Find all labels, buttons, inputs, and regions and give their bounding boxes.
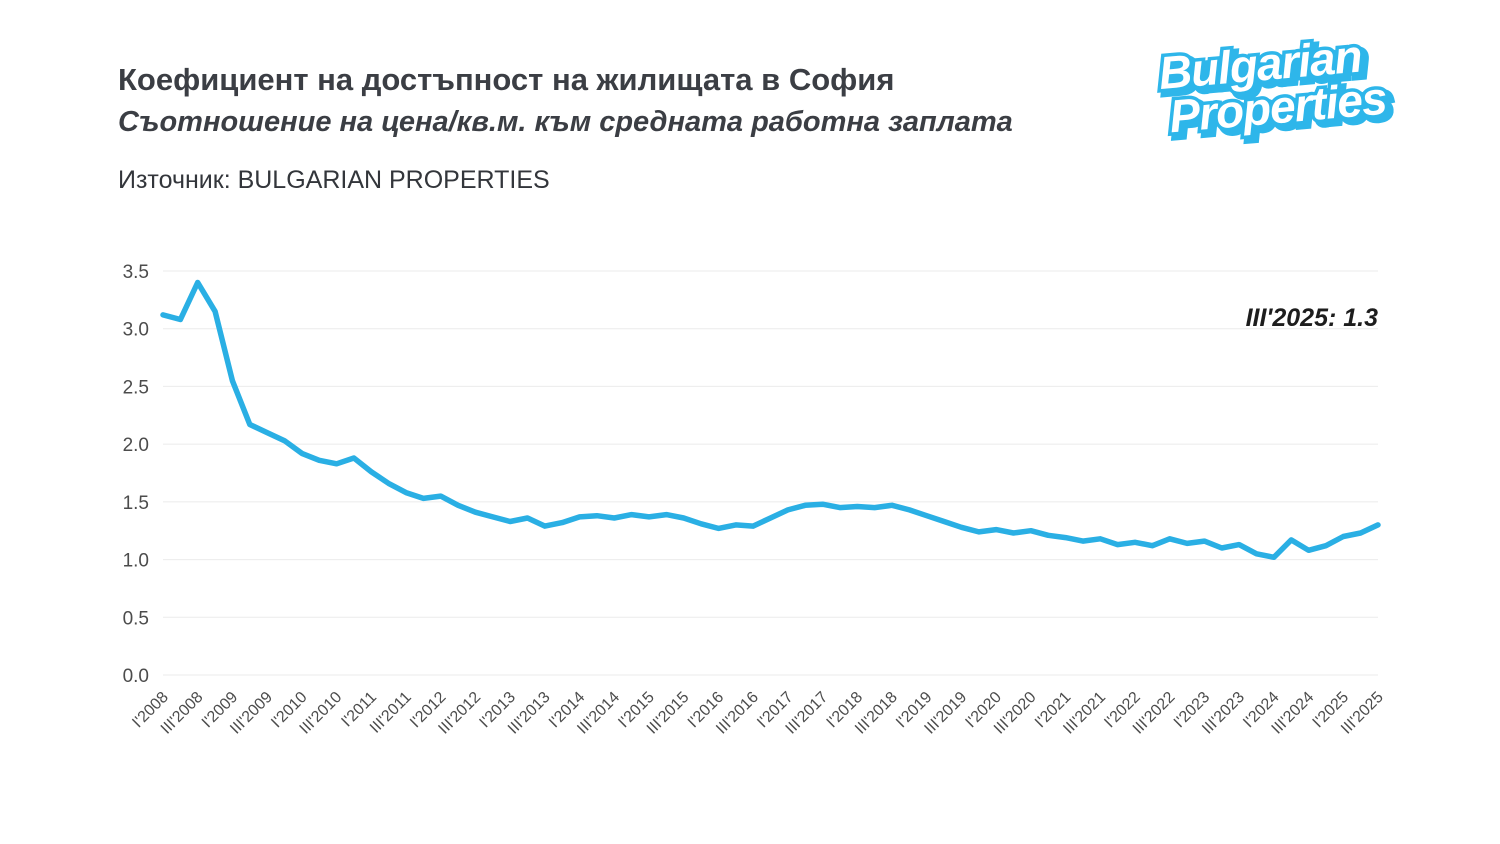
bulgarian-properties-logo: Bulgarian Properties Bulgarian Propertie… xyxy=(1153,30,1398,145)
y-tick-label: 3.0 xyxy=(123,320,149,341)
affordability-line-chart: 0.0 0.5 1.0 1.5 2.0 2.5 3.0 3.5 I'2008 III'2008 I'… xyxy=(100,240,1400,815)
chart-subtitle: Съотношение на цена/кв.м. към средната р… xyxy=(118,106,1013,138)
y-tick-label: 1.5 xyxy=(123,493,149,514)
y-tick-label: 2.5 xyxy=(123,377,149,398)
y-tick-label: 1.0 xyxy=(123,551,149,572)
chart-header: Коефициент на достъпност на жилищата в С… xyxy=(118,62,1013,195)
y-tick-label: 2.0 xyxy=(123,435,149,456)
chart-title: Коефициент на достъпност на жилищата в С… xyxy=(118,62,895,97)
source-label: Източник: BULGARIAN PROPERTIES xyxy=(118,166,550,194)
latest-value-annotation: III'2025: 1.3 xyxy=(1245,304,1378,332)
y-tick-label: 3.5 xyxy=(123,262,149,283)
y-tick-label: 0.0 xyxy=(123,666,149,687)
series-line xyxy=(160,279,1381,561)
y-tick-label: 0.5 xyxy=(123,608,149,629)
